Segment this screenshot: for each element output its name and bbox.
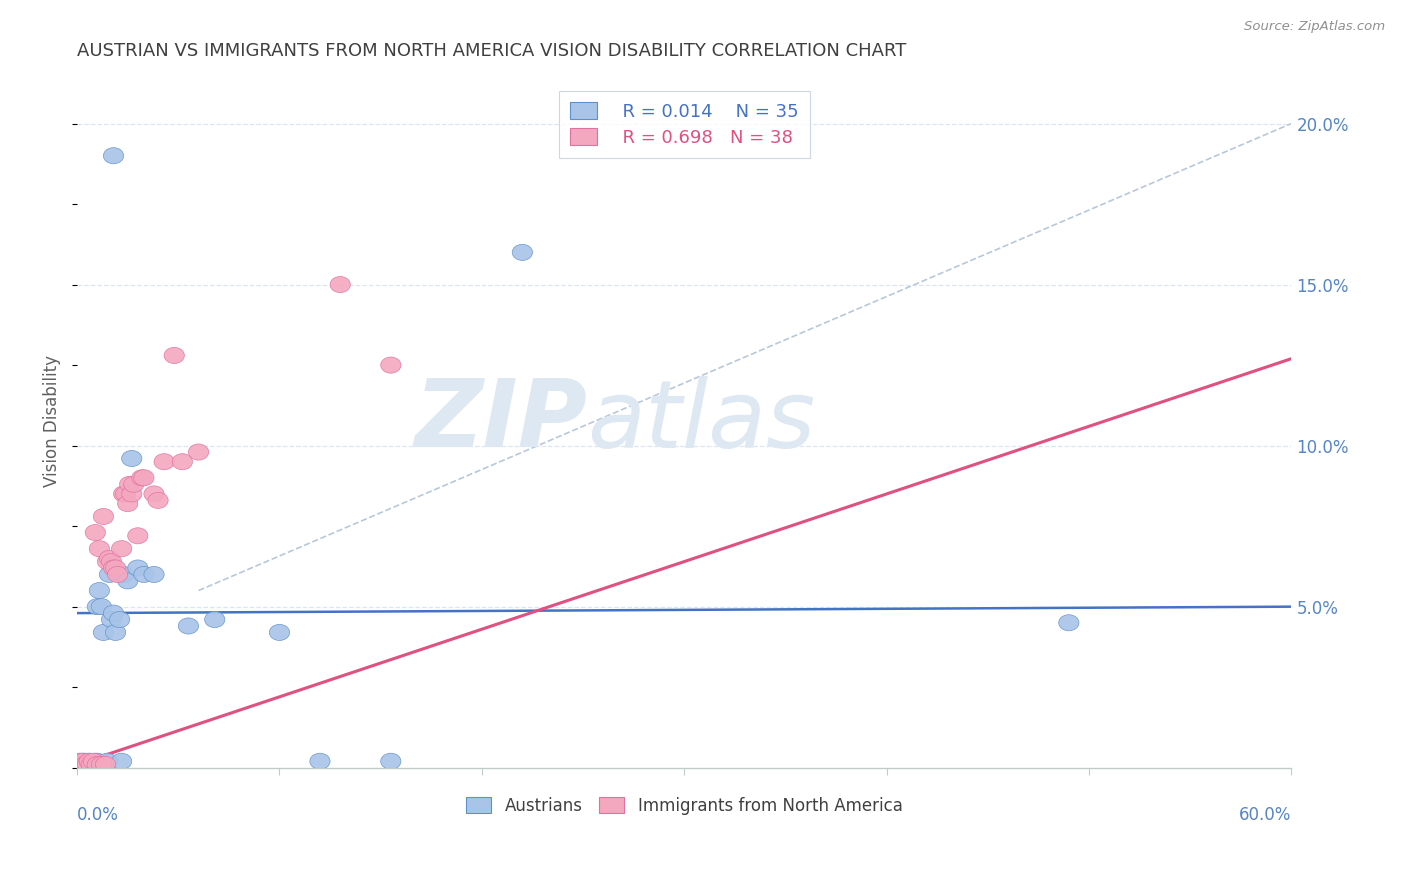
Ellipse shape	[165, 347, 184, 363]
Ellipse shape	[107, 566, 128, 582]
Ellipse shape	[104, 560, 124, 576]
Ellipse shape	[120, 476, 139, 492]
Text: atlas: atlas	[588, 376, 815, 467]
Ellipse shape	[100, 566, 120, 582]
Ellipse shape	[114, 566, 134, 582]
Ellipse shape	[143, 566, 165, 582]
Ellipse shape	[118, 573, 138, 589]
Ellipse shape	[128, 528, 148, 544]
Ellipse shape	[89, 541, 110, 557]
Ellipse shape	[82, 756, 101, 772]
Ellipse shape	[97, 753, 118, 769]
Ellipse shape	[83, 753, 104, 769]
Ellipse shape	[86, 753, 105, 769]
Ellipse shape	[105, 624, 125, 640]
Text: 60.0%: 60.0%	[1239, 805, 1292, 824]
Ellipse shape	[132, 470, 152, 486]
Ellipse shape	[122, 450, 142, 467]
Ellipse shape	[87, 753, 107, 769]
Ellipse shape	[87, 756, 107, 772]
Text: AUSTRIAN VS IMMIGRANTS FROM NORTH AMERICA VISION DISABILITY CORRELATION CHART: AUSTRIAN VS IMMIGRANTS FROM NORTH AMERIC…	[77, 42, 907, 60]
Ellipse shape	[309, 753, 330, 769]
Ellipse shape	[205, 612, 225, 628]
Y-axis label: Vision Disability: Vision Disability	[44, 355, 60, 487]
Text: ZIP: ZIP	[415, 376, 588, 467]
Ellipse shape	[72, 756, 91, 772]
Ellipse shape	[91, 756, 111, 772]
Ellipse shape	[381, 357, 401, 373]
Ellipse shape	[101, 612, 122, 628]
Ellipse shape	[79, 753, 100, 769]
Ellipse shape	[134, 566, 155, 582]
Ellipse shape	[512, 244, 533, 260]
Ellipse shape	[115, 486, 136, 502]
Ellipse shape	[86, 524, 105, 541]
Legend: Austrians, Immigrants from North America: Austrians, Immigrants from North America	[460, 790, 910, 822]
Ellipse shape	[104, 605, 124, 621]
Ellipse shape	[111, 753, 132, 769]
Ellipse shape	[381, 753, 401, 769]
Ellipse shape	[100, 550, 120, 566]
Ellipse shape	[77, 756, 97, 772]
Ellipse shape	[75, 756, 96, 772]
Ellipse shape	[93, 624, 114, 640]
Ellipse shape	[79, 756, 100, 772]
Ellipse shape	[124, 476, 143, 492]
Ellipse shape	[128, 560, 148, 576]
Ellipse shape	[179, 618, 198, 634]
Ellipse shape	[143, 486, 165, 502]
Ellipse shape	[79, 753, 100, 769]
Ellipse shape	[75, 753, 96, 769]
Ellipse shape	[118, 496, 138, 512]
Ellipse shape	[93, 508, 114, 524]
Ellipse shape	[87, 599, 107, 615]
Ellipse shape	[148, 492, 169, 508]
Ellipse shape	[97, 554, 118, 570]
Ellipse shape	[330, 277, 350, 293]
Ellipse shape	[114, 486, 134, 502]
Ellipse shape	[69, 753, 89, 769]
Ellipse shape	[134, 470, 155, 486]
Ellipse shape	[77, 756, 97, 772]
Ellipse shape	[82, 756, 101, 772]
Text: 0.0%: 0.0%	[77, 805, 120, 824]
Ellipse shape	[101, 554, 122, 570]
Text: Source: ZipAtlas.com: Source: ZipAtlas.com	[1244, 20, 1385, 33]
Ellipse shape	[110, 612, 129, 628]
Ellipse shape	[155, 454, 174, 470]
Ellipse shape	[111, 541, 132, 557]
Ellipse shape	[72, 753, 91, 769]
Ellipse shape	[91, 599, 111, 615]
Ellipse shape	[270, 624, 290, 640]
Ellipse shape	[122, 486, 142, 502]
Ellipse shape	[73, 753, 93, 769]
Ellipse shape	[105, 560, 125, 576]
Ellipse shape	[188, 444, 208, 460]
Ellipse shape	[96, 756, 115, 772]
Ellipse shape	[89, 582, 110, 599]
Ellipse shape	[172, 454, 193, 470]
Ellipse shape	[83, 756, 104, 772]
Ellipse shape	[104, 148, 124, 164]
Ellipse shape	[73, 753, 93, 769]
Ellipse shape	[1059, 615, 1078, 631]
